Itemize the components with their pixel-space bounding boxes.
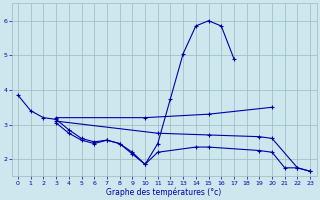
X-axis label: Graphe des températures (°c): Graphe des températures (°c) (107, 187, 222, 197)
